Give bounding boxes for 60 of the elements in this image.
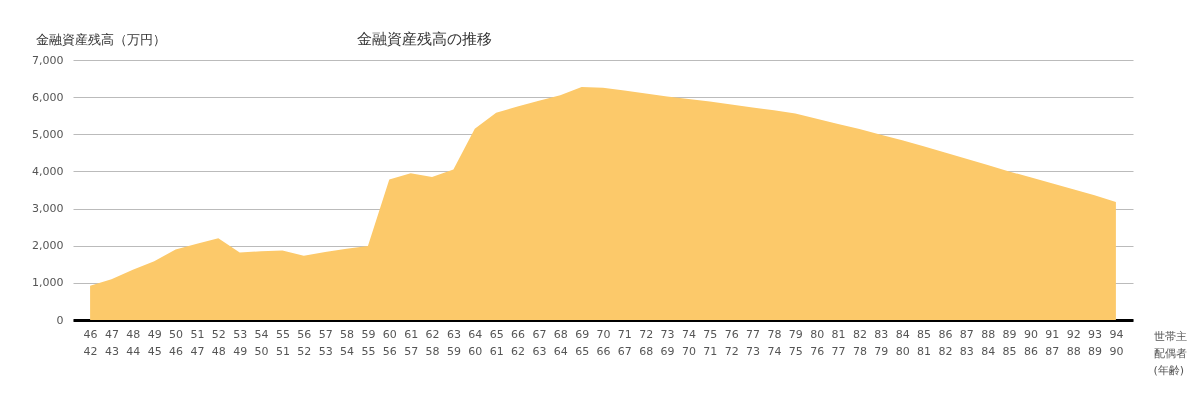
x-tick-label: 61 57 [404,327,419,358]
y-tick-label: 1,000 [32,276,64,290]
x-tick-label: 80 76 [810,327,825,358]
x-tick-label: 89 85 [1002,327,1017,358]
x-tick-label: 85 81 [917,327,932,358]
y-tick-label: 3,000 [32,202,64,216]
x-tick-label: 83 79 [874,327,889,358]
y-axis-title: 金融資産残高（万円） [35,31,166,47]
y-tick-label: 6,000 [32,90,64,104]
x-tick-label: 54 50 [254,327,269,358]
x-tick-label: 86 82 [938,327,953,358]
x-tick-label: 55 51 [275,327,290,358]
x-tick-label: 69 65 [575,327,590,358]
y-tick-label: 4,000 [32,164,64,178]
x-tick-label: 57 53 [318,327,333,358]
x-tick-label: 68 64 [553,327,568,358]
x-tick-label: 70 66 [596,327,611,358]
x-tick-label: 77 73 [746,327,761,358]
x-tick-label: 52 48 [211,327,226,358]
x-tick-label: 90 86 [1023,327,1038,358]
x-tick-label: 88 84 [981,327,996,358]
x-tick-label: 75 71 [703,327,718,358]
x-tick-label: 46 42 [83,327,98,358]
x-tick-label: 82 78 [852,327,867,358]
x-tick-label: 74 70 [681,327,696,358]
x-tick-label: 72 68 [639,327,654,358]
x-tick-label: 71 67 [617,327,632,358]
x-tick-label: 92 88 [1066,327,1081,358]
y-tick-label: 0 [56,313,64,327]
x-tick-label: 78 74 [767,327,782,358]
x-tick-label: 84 80 [895,327,910,358]
x-tick-label: 63 59 [446,327,461,358]
x-tick-label: 76 72 [724,327,739,358]
x-tick-label: 60 56 [382,327,397,358]
x-tick-label: 73 69 [660,327,675,358]
x-tick-label: 81 77 [831,327,846,358]
x-tick-label: 50 46 [169,327,184,358]
x-tick-label: 58 54 [340,327,355,358]
x-tick-label: 51 47 [190,327,205,358]
x-tick-label: 56 52 [297,327,312,358]
x-axis-title: 世帯主配偶者(年齢) [1153,329,1187,377]
x-tick-label: 94 90 [1109,327,1124,358]
x-tick-label: 59 55 [361,327,376,358]
x-tick-label: 48 44 [126,327,141,358]
x-tick-label: 64 60 [468,327,483,358]
x-tick-label: 91 87 [1045,327,1060,358]
x-tick-label: 53 49 [233,327,248,358]
y-tick-label: 2,000 [32,239,64,253]
y-tick-label: 7,000 [32,53,64,67]
x-tick-label: 49 45 [147,327,162,358]
y-tick-label: 5,000 [32,127,64,141]
x-tick-label: 79 75 [788,327,803,358]
x-tick-label: 67 63 [532,327,547,358]
x-tick-label: 65 61 [489,327,504,358]
chart-title: 金融資産残高の推移 [356,30,492,48]
x-tick-label: 66 62 [511,327,526,358]
x-tick-label: 87 83 [959,327,974,358]
x-tick-label: 47 43 [104,327,119,358]
x-tick-label: 62 58 [425,327,440,358]
x-tick-label: 93 89 [1088,327,1103,358]
